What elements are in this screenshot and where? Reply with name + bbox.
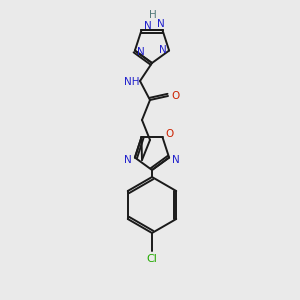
- Text: O: O: [171, 91, 179, 101]
- Text: N: N: [137, 46, 145, 57]
- Text: N: N: [172, 154, 180, 165]
- Text: NH: NH: [124, 77, 140, 87]
- Text: N: N: [124, 154, 132, 165]
- Text: H: H: [149, 11, 157, 20]
- Text: N: N: [159, 45, 167, 55]
- Text: Cl: Cl: [147, 254, 158, 264]
- Text: N: N: [157, 20, 164, 29]
- Text: O: O: [166, 129, 174, 140]
- Text: N: N: [143, 21, 151, 32]
